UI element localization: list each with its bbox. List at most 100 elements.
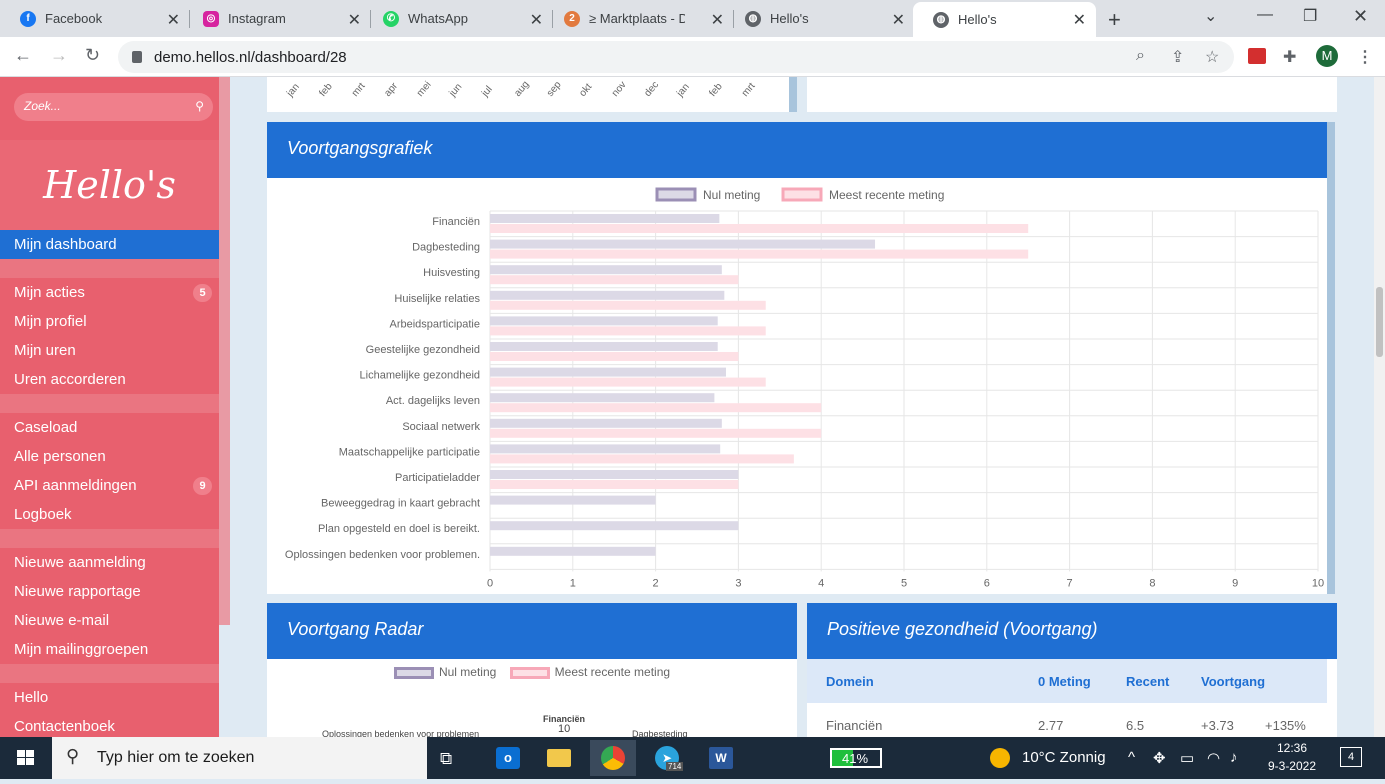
close-icon[interactable]: ✕ xyxy=(1072,12,1086,29)
hellos-logo: Hello's xyxy=(43,163,176,207)
word-app-icon[interactable]: W xyxy=(698,740,744,776)
previous-card-right xyxy=(807,77,1337,112)
scrollbar-thumb[interactable] xyxy=(1376,287,1383,357)
x-tick-label: 4 xyxy=(818,577,824,589)
x-tick-label: 9 xyxy=(1232,577,1238,589)
close-icon[interactable]: ✕ xyxy=(166,12,180,29)
forward-arrow-icon[interactable]: → xyxy=(50,45,68,65)
tab-hellos[interactable]: ◍ Hello's ✕ xyxy=(725,0,915,37)
more-menu-icon[interactable]: ⋮ xyxy=(1357,49,1373,66)
taskbar-search-input[interactable]: ⚲ Typ hier om te zoeken xyxy=(52,737,427,779)
task-view-icon[interactable]: ⧉ xyxy=(440,749,453,768)
share-icon[interactable]: ⇪ xyxy=(1171,49,1185,66)
x-tick-label: 2 xyxy=(653,577,659,589)
bar-nul-meting xyxy=(490,546,656,556)
outlook-app-icon[interactable]: o xyxy=(485,740,531,776)
sidebar-item-nieuwe-email[interactable]: Nieuwe e-mail xyxy=(0,606,219,635)
chrome-app-icon[interactable] xyxy=(590,740,636,776)
sidebar-item-mijn-uren[interactable]: Mijn uren xyxy=(0,336,219,365)
file-explorer-icon[interactable] xyxy=(536,740,582,776)
column-header: Voortgang xyxy=(1201,674,1266,689)
minimize-icon[interactable]: — xyxy=(1257,6,1273,23)
zoom-icon[interactable]: ⌕ xyxy=(1136,47,1145,64)
sidebar-item-hello[interactable]: Hello xyxy=(0,683,219,712)
dropbox-icon[interactable]: ✥ xyxy=(1153,750,1166,767)
bar-nul-meting xyxy=(490,316,718,326)
bookmark-star-icon[interactable]: ☆ xyxy=(1205,49,1220,66)
new-tab-icon[interactable]: + xyxy=(1108,7,1121,32)
instagram-icon: ◎ xyxy=(203,10,219,27)
search-icon[interactable]: ⚲ xyxy=(195,99,204,113)
window-close-icon[interactable]: ✕ xyxy=(1353,6,1369,26)
x-tick-label: 1 xyxy=(570,577,576,589)
month-tick-label: sep xyxy=(545,79,564,99)
card-scrollbar[interactable] xyxy=(789,77,797,112)
month-tick-label: mei xyxy=(415,80,434,99)
bar-nul-meting xyxy=(490,418,722,428)
tab-search-chevron-icon[interactable]: ⌄ xyxy=(1204,8,1218,25)
clock-time[interactable]: 12:36 xyxy=(1276,741,1308,755)
bar-recente-meting xyxy=(490,224,1029,233)
chevron-up-icon[interactable]: ^ xyxy=(1128,749,1136,766)
telegram-app-icon[interactable]: ➤ 714 xyxy=(644,740,690,776)
month-tick-label: mrt xyxy=(740,81,758,99)
previous-chart-card: jan feb mrt apr mei jun jul aug sep okt nov dec jan f… xyxy=(267,77,789,112)
y-category-label: Arbeidsparticipatie xyxy=(390,318,481,330)
close-icon[interactable]: ✕ xyxy=(710,12,724,29)
sidebar-item-mijn-dashboard[interactable]: Mijn dashboard xyxy=(0,230,219,259)
url-input[interactable]: demo.hellos.nl/dashboard/28 xyxy=(118,41,1234,73)
back-arrow-icon[interactable]: ← xyxy=(14,45,32,65)
sidebar-search-input[interactable]: Zoek... ⚲ xyxy=(14,93,213,121)
sidebar-item-nieuwe-aanmelding[interactable]: Nieuwe aanmelding xyxy=(0,548,219,577)
puzzle-icon[interactable]: ✚ xyxy=(1283,49,1297,66)
volume-icon[interactable]: ♪ xyxy=(1230,749,1238,766)
sidebar-divider xyxy=(0,529,219,548)
windows-start-button[interactable] xyxy=(0,737,52,779)
sidebar-item-caseload[interactable]: Caseload xyxy=(0,413,219,442)
sidebar-item-uren-accorderen[interactable]: Uren accorderen xyxy=(0,365,219,394)
column-header: Domein xyxy=(826,674,874,689)
card-scrollbar[interactable] xyxy=(1327,122,1335,594)
clock-date[interactable]: 9-3-2022 xyxy=(1267,759,1317,773)
sidebar-item-logboek[interactable]: Logboek xyxy=(0,500,219,529)
y-category-label: Huiselijke relaties xyxy=(394,293,480,305)
extension-icon[interactable] xyxy=(1248,48,1266,64)
weather-text[interactable]: 10°C Zonnig xyxy=(1022,749,1106,766)
close-icon[interactable]: ✕ xyxy=(347,12,361,29)
sidebar-scrollbar[interactable] xyxy=(219,77,230,625)
address-bar: ← → ↻ demo.hellos.nl/dashboard/28 ⌕ ⇪ ☆ … xyxy=(0,37,1385,77)
wifi-icon[interactable]: ◠ xyxy=(1207,750,1221,767)
profile-avatar[interactable]: M xyxy=(1316,45,1338,67)
sidebar-item-mijn-acties[interactable]: Mijn acties 5 xyxy=(0,278,219,307)
search-icon: ⚲ xyxy=(66,746,80,766)
close-icon[interactable]: ✕ xyxy=(891,12,905,29)
sidebar-item-nieuwe-rapportage[interactable]: Nieuwe rapportage xyxy=(0,577,219,606)
bar-nul-meting xyxy=(490,214,720,223)
page-scrollbar[interactable] xyxy=(1374,77,1385,737)
tab-facebook[interactable]: f Facebook ✕ xyxy=(0,0,190,37)
sidebar-item-api-aanmeldingen[interactable]: API aanmeldingen 9 xyxy=(0,471,219,500)
sidebar-item-mijn-mailinggroepen[interactable]: Mijn mailinggroepen xyxy=(0,635,219,664)
month-axis: jan feb mrt apr mei jun jul aug sep okt nov dec jan f… xyxy=(284,79,758,100)
restore-icon[interactable]: ❐ xyxy=(1303,8,1318,25)
notifications-icon[interactable]: 4 xyxy=(1340,747,1362,767)
globe-icon: ◍ xyxy=(933,11,949,28)
battery-indicator[interactable]: 41% xyxy=(830,748,882,768)
sidebar-item-contactenboek[interactable]: Contactenboek xyxy=(0,712,219,737)
bar-recente-meting xyxy=(490,403,822,413)
tab-marktplaats[interactable]: 2 ≥ Marktplaats - De ✕ xyxy=(544,0,734,37)
sidebar-item-label: Mijn mailinggroepen xyxy=(14,641,149,658)
close-icon[interactable]: ✕ xyxy=(529,12,543,29)
month-tick-label: nov xyxy=(610,80,629,99)
tab-hellos-active[interactable]: ◍ Hello's ✕ xyxy=(913,2,1096,37)
battery-tray-icon[interactable]: ▭ xyxy=(1180,750,1195,767)
legend-swatch-nul xyxy=(393,666,434,679)
bar-nul-meting xyxy=(490,239,876,249)
sidebar-item-alle-personen[interactable]: Alle personen xyxy=(0,442,219,471)
y-category-label: Financiën xyxy=(432,216,480,228)
reload-icon[interactable]: ↻ xyxy=(85,45,101,65)
tab-instagram[interactable]: ◎ Instagram ✕ xyxy=(183,0,371,37)
sidebar-item-mijn-profiel[interactable]: Mijn profiel xyxy=(0,307,219,336)
sidebar-item-label: Mijn dashboard xyxy=(14,236,117,253)
tab-whatsapp[interactable]: ✆ WhatsApp ✕ xyxy=(363,0,553,37)
